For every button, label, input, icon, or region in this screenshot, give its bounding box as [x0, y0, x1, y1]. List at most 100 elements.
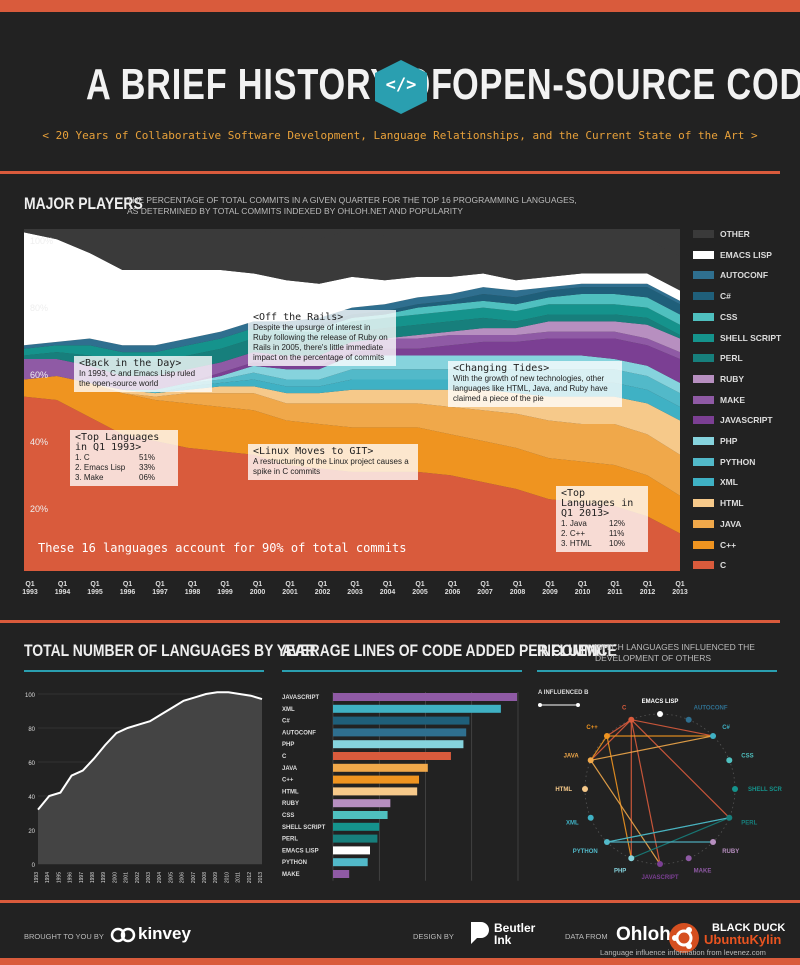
- influence-node-label: PHP: [614, 868, 626, 874]
- quarter-tick-label: Q1 2000: [249, 581, 266, 596]
- legend-label: C: [720, 560, 727, 571]
- code-logo-text: </>: [385, 75, 417, 95]
- lang-x-tick: 2004: [157, 872, 163, 883]
- lang-x-tick: 2011: [236, 872, 242, 883]
- influence-title: INFLUENCE: [537, 641, 617, 660]
- bar-label: EMACS LISP: [282, 848, 319, 854]
- bar-label: PHP: [282, 742, 294, 748]
- area-css: [24, 293, 680, 353]
- legend-label: RUBY: [720, 373, 745, 384]
- page-title-right: OPEN-SOURCE CODE: [452, 60, 800, 109]
- influence-key-dot-b: [576, 703, 580, 707]
- influence-node-label: XML: [566, 821, 579, 827]
- influence-node-label: RUBY: [722, 849, 739, 855]
- note-changing-tides: <Changing Tides> With the growth of new …: [448, 361, 622, 407]
- legend-swatch: [693, 519, 714, 528]
- legend-swatch: [693, 292, 714, 301]
- influence-node: [628, 855, 635, 862]
- legend-swatch: [693, 374, 714, 383]
- quarter-tick-label: Q1 1997: [152, 581, 168, 596]
- area-c: [24, 396, 680, 571]
- note-off-the-rails: <Off the Rails> Despite the upsurge of i…: [248, 310, 396, 366]
- influence-node: [587, 814, 594, 821]
- quarter-tick-label: Q1 2002: [314, 581, 331, 596]
- legend-swatch: [693, 354, 714, 363]
- ubuntukylin-watermark: UbuntuKylin: [668, 920, 798, 956]
- legend-label: PYTHON: [720, 456, 756, 467]
- influence-node: [587, 757, 594, 764]
- note-back-title: <Back in the Day>: [79, 358, 182, 369]
- lang-x-tick: 1994: [45, 872, 51, 883]
- footer-divider: [0, 900, 800, 903]
- lang-y-tick: 0: [32, 863, 36, 869]
- area-c-: [24, 287, 680, 353]
- legend-label: HTML: [720, 498, 744, 509]
- quarter-tick-label: Q1 1998: [184, 581, 201, 596]
- bar: [333, 693, 518, 701]
- influence-node-label: SHELL SCRIPT: [748, 787, 782, 793]
- influence-node-label: PYTHON: [573, 849, 598, 855]
- bar-label: HTML: [282, 789, 299, 795]
- note-top93-title: <Top Languages in Q1 1993>: [75, 432, 160, 453]
- quarter-tick-label: Q1 2012: [639, 581, 656, 596]
- influence-edge: [590, 735, 714, 761]
- lang-x-tick: 1995: [56, 872, 62, 883]
- influence-node: [710, 732, 717, 739]
- quarter-tick-label: Q1 2004: [379, 581, 396, 596]
- legend-swatch: [693, 312, 714, 321]
- top13-row1-name: 1. Java: [561, 519, 587, 528]
- influence-edge: [590, 735, 608, 761]
- area-javascript: [24, 338, 680, 390]
- note-tides-text: With the growth of new technologies, oth…: [453, 374, 608, 403]
- quarter-tick-label: Q1 1993: [22, 581, 38, 596]
- note-top13-table: 1. Java 12% 2. C++ 11% 3. HTML 10%: [561, 519, 643, 549]
- lang-x-tick: 1999: [101, 872, 107, 883]
- beutler-logo: Beutler Ink: [467, 920, 535, 951]
- influence-node: [657, 861, 663, 867]
- legend-swatch: [693, 333, 714, 342]
- influence-edge: [590, 719, 632, 761]
- influence-edge: [606, 719, 632, 737]
- lang-line: [37, 691, 263, 811]
- pct-label-60: 60%: [30, 370, 49, 380]
- influence-key-dot-a: [538, 703, 542, 707]
- area-shell-script: [24, 304, 680, 363]
- bar: [333, 775, 420, 784]
- influence-node-label: PERL: [741, 821, 757, 827]
- quarter-tick-label: Q1 2009: [542, 581, 558, 596]
- influence-key-label: A INFLUENCED B: [538, 690, 589, 696]
- top93-row1-name: 1. C: [75, 453, 90, 462]
- legend-label: CSS: [720, 311, 738, 322]
- legend-swatch: [693, 395, 714, 404]
- lang-x-tick: 2001: [124, 872, 130, 883]
- influence-edge: [630, 719, 661, 865]
- influence-node-label: JAVA: [564, 753, 580, 759]
- bar: [333, 787, 418, 796]
- languages-by-year-title: TOTAL NUMBER OF LANGUAGES BY YEAR: [24, 641, 316, 660]
- pct-label-100: 100%: [30, 236, 54, 246]
- bar: [333, 728, 467, 737]
- bar-label: JAVASCRIPT: [282, 695, 319, 701]
- bar: [333, 811, 388, 819]
- influence-node-label: C: [622, 706, 627, 712]
- legend-label: PERL: [720, 353, 743, 364]
- note-top93-table: 1. C 51% 2. Emacs Lisp 33% 3. Make 06%: [75, 453, 173, 483]
- quarter-tick-label: Q1 2001: [282, 581, 298, 596]
- influence-source-note: Language influence information from leve…: [600, 948, 766, 957]
- ubuntukylin-text: UbuntuKylin: [704, 932, 782, 947]
- note-rails-text: Despite the upsurge of interest in Ruby …: [253, 323, 388, 362]
- bar-label: C: [282, 754, 287, 760]
- influence-edge: [606, 817, 730, 843]
- lang-x-tick: 2010: [224, 872, 230, 883]
- bar-label: MAKE: [282, 872, 300, 878]
- influence-chart: A INFLUENCED B EMACS LISP AUTOCONF C# CSS SHE…: [538, 690, 782, 881]
- avg-lines-title: AVERAGE LINES OF CODE ADDED PER COMMIT: [282, 641, 609, 660]
- lang-y-tick: 60: [28, 761, 35, 767]
- bar-label: AUTOCONF: [282, 730, 316, 736]
- beutler-text: Beutler Ink: [494, 921, 536, 947]
- lang-x-tick: 2012: [247, 872, 253, 883]
- note-tides-title: <Changing Tides>: [453, 363, 550, 374]
- brought-by-label: BROUGHT TO YOU BY: [24, 932, 104, 941]
- influence-node: [657, 711, 663, 717]
- top-accent-bar: [0, 0, 800, 12]
